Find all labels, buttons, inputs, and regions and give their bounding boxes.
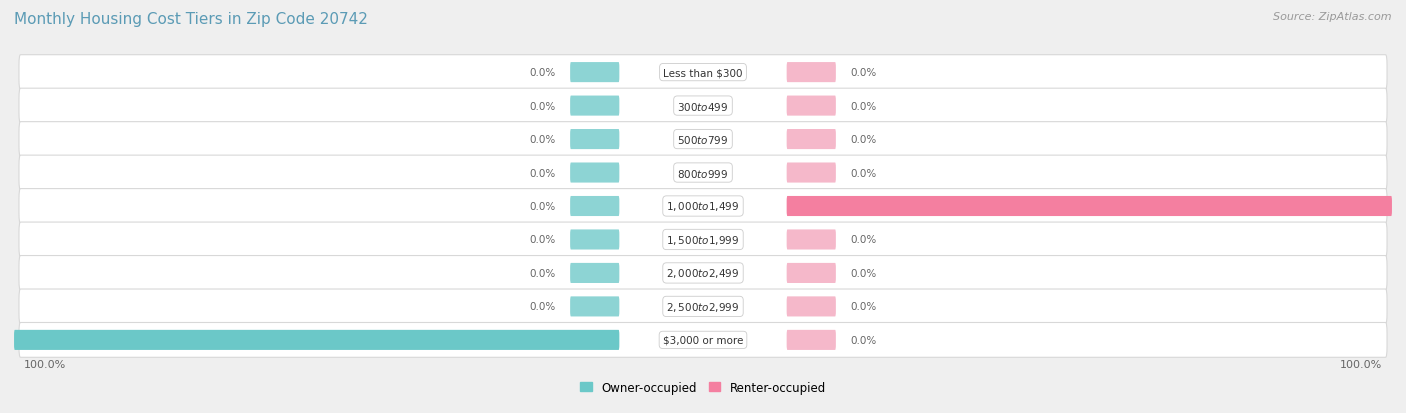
FancyBboxPatch shape (18, 156, 1386, 190)
FancyBboxPatch shape (571, 263, 619, 283)
FancyBboxPatch shape (787, 63, 835, 83)
Text: 0.0%: 0.0% (529, 68, 555, 78)
FancyBboxPatch shape (787, 197, 1392, 216)
Text: $300 to $499: $300 to $499 (678, 100, 728, 112)
FancyBboxPatch shape (787, 330, 835, 350)
FancyBboxPatch shape (18, 56, 1386, 90)
Text: 0.0%: 0.0% (529, 301, 555, 312)
Text: 0.0%: 0.0% (529, 202, 555, 211)
FancyBboxPatch shape (18, 223, 1386, 257)
FancyBboxPatch shape (571, 297, 619, 317)
Text: 100.0%: 100.0% (24, 359, 66, 369)
FancyBboxPatch shape (14, 330, 619, 350)
Text: $2,500 to $2,999: $2,500 to $2,999 (666, 300, 740, 313)
Text: 0.0%: 0.0% (529, 235, 555, 245)
FancyBboxPatch shape (571, 63, 619, 83)
Text: 0.0%: 0.0% (851, 68, 877, 78)
Text: 0.0%: 0.0% (851, 235, 877, 245)
FancyBboxPatch shape (571, 230, 619, 250)
Text: 0.0%: 0.0% (851, 135, 877, 145)
FancyBboxPatch shape (787, 230, 835, 250)
Text: 0.0%: 0.0% (851, 101, 877, 112)
FancyBboxPatch shape (571, 96, 619, 116)
FancyBboxPatch shape (787, 130, 835, 150)
FancyBboxPatch shape (18, 122, 1386, 157)
FancyBboxPatch shape (18, 256, 1386, 291)
Text: 0.0%: 0.0% (529, 101, 555, 112)
FancyBboxPatch shape (571, 130, 619, 150)
Text: 0.0%: 0.0% (529, 168, 555, 178)
FancyBboxPatch shape (787, 96, 835, 116)
Text: $3,000 or more: $3,000 or more (662, 335, 744, 345)
Text: Less than $300: Less than $300 (664, 68, 742, 78)
Text: 0.0%: 0.0% (529, 135, 555, 145)
FancyBboxPatch shape (787, 263, 835, 283)
Text: $1,500 to $1,999: $1,500 to $1,999 (666, 233, 740, 247)
FancyBboxPatch shape (18, 189, 1386, 224)
FancyBboxPatch shape (787, 297, 835, 317)
FancyBboxPatch shape (571, 197, 619, 216)
Text: 0.0%: 0.0% (851, 335, 877, 345)
Text: 0.0%: 0.0% (851, 168, 877, 178)
Legend: Owner-occupied, Renter-occupied: Owner-occupied, Renter-occupied (575, 376, 831, 399)
FancyBboxPatch shape (787, 163, 835, 183)
Text: 0.0%: 0.0% (851, 301, 877, 312)
Text: 100.0%: 100.0% (1340, 359, 1382, 369)
Text: Source: ZipAtlas.com: Source: ZipAtlas.com (1274, 12, 1392, 22)
Text: $800 to $999: $800 to $999 (678, 167, 728, 179)
Text: 0.0%: 0.0% (851, 268, 877, 278)
FancyBboxPatch shape (18, 323, 1386, 357)
Text: $1,000 to $1,499: $1,000 to $1,499 (666, 200, 740, 213)
FancyBboxPatch shape (18, 89, 1386, 123)
Text: $500 to $799: $500 to $799 (678, 134, 728, 146)
FancyBboxPatch shape (18, 290, 1386, 324)
Text: Monthly Housing Cost Tiers in Zip Code 20742: Monthly Housing Cost Tiers in Zip Code 2… (14, 12, 368, 27)
FancyBboxPatch shape (571, 163, 619, 183)
Text: 0.0%: 0.0% (529, 268, 555, 278)
Text: $2,000 to $2,499: $2,000 to $2,499 (666, 267, 740, 280)
